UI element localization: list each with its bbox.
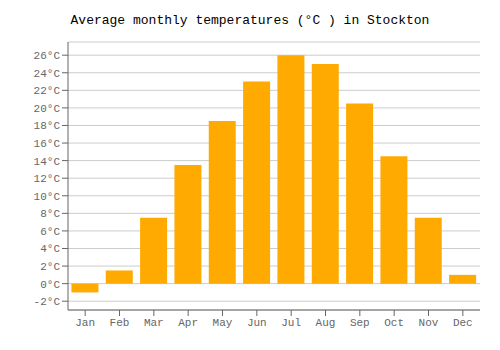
svg-text:May: May bbox=[213, 317, 233, 329]
svg-text:2°C: 2°C bbox=[40, 261, 60, 273]
svg-text:14°C: 14°C bbox=[34, 156, 61, 168]
svg-text:6°C: 6°C bbox=[40, 226, 60, 238]
svg-text:Dec: Dec bbox=[453, 317, 473, 329]
svg-text:Mar: Mar bbox=[144, 317, 164, 329]
svg-text:Sep: Sep bbox=[350, 317, 370, 329]
html-text:Average monthly temperatures (: Average monthly temperatures (°C ) in St… bbox=[70, 13, 430, 28]
svg-text:4°C: 4°C bbox=[40, 243, 60, 255]
svg-text:0°C: 0°C bbox=[40, 279, 60, 291]
svg-text:Nov: Nov bbox=[419, 317, 439, 329]
svg-text:Feb: Feb bbox=[110, 317, 130, 329]
svg-text:12°C: 12°C bbox=[34, 173, 61, 185]
svg-text:Jun: Jun bbox=[247, 317, 267, 329]
svg-text:Aug: Aug bbox=[316, 317, 336, 329]
svg-text:24°C: 24°C bbox=[34, 68, 61, 80]
svg-text:26°C: 26°C bbox=[34, 50, 61, 62]
svg-text:8°C: 8°C bbox=[40, 208, 60, 220]
svg-text:20°C: 20°C bbox=[34, 103, 61, 115]
svg-text:10°C: 10°C bbox=[34, 191, 61, 203]
svg-text:Oct: Oct bbox=[384, 317, 404, 329]
svg-text:16°C: 16°C bbox=[34, 138, 61, 150]
svg-text:22°C: 22°C bbox=[34, 85, 61, 97]
svg-text:Jul: Jul bbox=[281, 317, 301, 329]
svg-text:18°C: 18°C bbox=[34, 120, 61, 132]
svg-text:Apr: Apr bbox=[178, 317, 198, 329]
svg-text:Jan: Jan bbox=[75, 317, 95, 329]
svg-text:-2°C: -2°C bbox=[34, 296, 61, 308]
